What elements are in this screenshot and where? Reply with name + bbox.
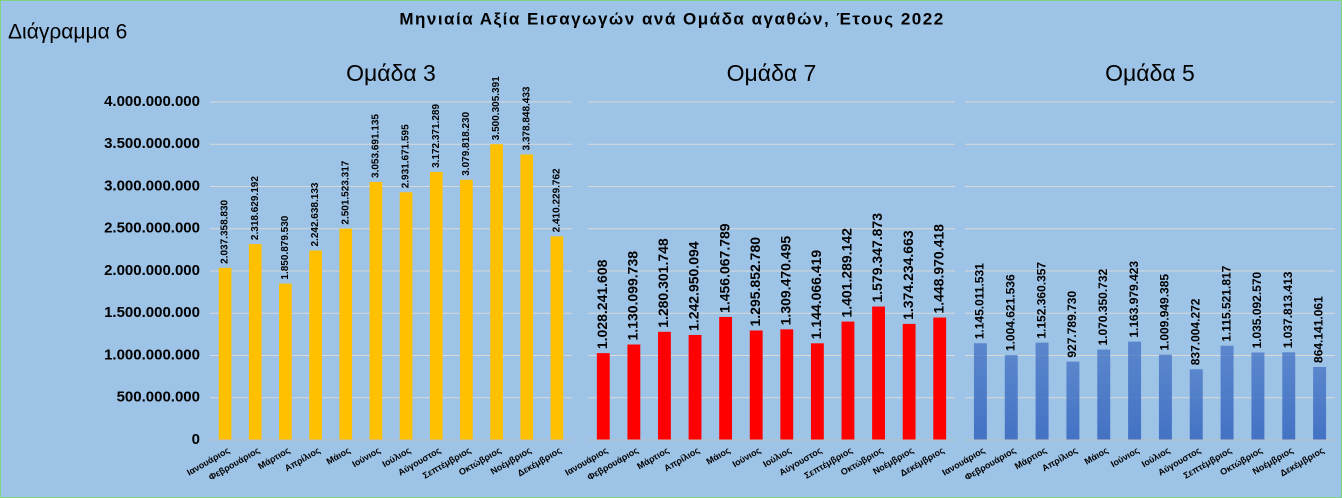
value-label: 1.374.234.663 — [900, 230, 916, 320]
bar — [1004, 355, 1018, 440]
value-label: 1.295.852.780 — [747, 237, 763, 327]
y-tick-label: 500.000.000 — [117, 389, 200, 406]
bar — [218, 267, 232, 440]
bar — [339, 228, 353, 440]
bar — [279, 283, 292, 440]
panel-title: Ομάδα 3 — [346, 60, 436, 86]
bar — [719, 316, 733, 440]
x-tick-label: Απρίλιος — [1040, 445, 1079, 473]
panel-title: Ομάδα 7 — [727, 60, 817, 86]
value-label: 1.456.067.789 — [716, 223, 732, 313]
bar — [658, 331, 671, 440]
bar — [973, 343, 987, 440]
bar — [1189, 369, 1203, 440]
x-tick-label: Ιούνιος — [1109, 445, 1141, 469]
value-label: 1.242.950.094 — [686, 241, 702, 331]
bar — [688, 334, 702, 440]
value-label: 2.931.671.595 — [401, 124, 412, 188]
bar — [460, 179, 473, 440]
bar — [933, 317, 947, 440]
y-tick-label: 1.000.000.000 — [104, 346, 200, 363]
bar — [872, 306, 885, 440]
x-tick-label: Απρίλιος — [662, 445, 701, 473]
bar — [369, 181, 383, 440]
bar — [1251, 352, 1265, 440]
value-label: 1.152.360.357 — [1034, 262, 1048, 339]
bar — [841, 321, 855, 440]
value-label: 3.500.305.391 — [491, 76, 502, 140]
value-label: 1.309.470.495 — [777, 236, 793, 326]
value-label: 1.115.521.817 — [1219, 265, 1233, 341]
chart-title: Μηνιαία Αξία Εισαγωγών ανά Ομάδα αγαθών,… — [399, 9, 944, 28]
x-tick-label: Μάιος — [705, 445, 733, 467]
y-tick-label: 4.000.000.000 — [104, 93, 200, 110]
bar — [1282, 352, 1296, 440]
value-label: 1.401.289.142 — [839, 228, 855, 318]
bar — [749, 330, 763, 440]
y-tick-label: 0 — [192, 431, 200, 448]
y-tick-label: 3.000.000.000 — [104, 177, 200, 194]
bar — [1097, 349, 1111, 440]
value-label: 3.053.691.135 — [371, 114, 382, 178]
bar — [902, 323, 916, 440]
bar — [780, 329, 794, 440]
value-label: 2.501.523.317 — [340, 160, 351, 224]
y-tick-label: 3.500.000.000 — [104, 135, 200, 152]
value-label: 1.004.621.536 — [1003, 274, 1017, 351]
bar — [309, 250, 322, 440]
bar — [248, 244, 262, 440]
value-label: 1.144.066.419 — [808, 250, 824, 340]
x-tick-label: Μάιος — [1083, 445, 1111, 467]
value-label: 1.070.350.732 — [1096, 268, 1110, 345]
y-tick-label: 1.500.000.000 — [104, 304, 200, 321]
bar — [1220, 345, 1234, 440]
y-tick-label: 2.000.000.000 — [104, 262, 200, 279]
value-label: 3.378.848.433 — [521, 86, 532, 150]
figure-label: Διάγραμμα 6 — [8, 21, 127, 44]
value-label: 1.850.879.530 — [280, 215, 291, 279]
bar — [1158, 354, 1172, 440]
value-label: 1.037.813.413 — [1281, 271, 1295, 348]
bar — [810, 343, 824, 440]
value-label: 3.079.818.230 — [461, 111, 472, 175]
value-label: 2.242.638.133 — [310, 182, 321, 246]
value-label: 1.028.241.608 — [594, 259, 610, 349]
bar — [520, 154, 534, 440]
value-label: 2.037.358.830 — [220, 199, 231, 263]
value-label: 1.163.979.423 — [1127, 261, 1141, 338]
bar — [1035, 342, 1049, 440]
x-tick-label: Ιούνιος — [731, 445, 763, 469]
value-label: 1.130.099.738 — [625, 251, 641, 341]
value-label: 927.789.730 — [1065, 291, 1079, 358]
panel-title: Ομάδα 5 — [1105, 60, 1195, 86]
bar — [627, 344, 641, 440]
value-label: 1.145.011.531 — [973, 263, 987, 339]
value-label: 1.448.970.418 — [930, 224, 946, 314]
value-label: 1.280.301.748 — [655, 238, 671, 328]
bar — [596, 353, 610, 440]
value-label: 1.579.347.873 — [869, 213, 885, 303]
bar — [429, 171, 443, 440]
value-label: 2.410.229.762 — [552, 168, 563, 232]
x-tick-label: Μάιος — [325, 445, 353, 467]
y-tick-label: 2.500.000.000 — [104, 220, 200, 237]
bar — [1313, 366, 1327, 440]
bar — [490, 144, 503, 441]
bar — [1128, 341, 1142, 440]
value-label: 3.172.371.289 — [431, 104, 442, 168]
value-label: 1.035.092.570 — [1250, 271, 1264, 348]
bar — [1066, 361, 1080, 440]
bar — [399, 192, 413, 440]
value-label: 864.141.061 — [1312, 296, 1326, 363]
value-label: 2.318.629.192 — [250, 176, 261, 240]
value-label: 1.009.949.385 — [1158, 274, 1172, 351]
value-label: 837.004.272 — [1188, 298, 1202, 365]
bar — [550, 236, 564, 440]
x-tick-label: Ιούνιος — [350, 445, 382, 469]
